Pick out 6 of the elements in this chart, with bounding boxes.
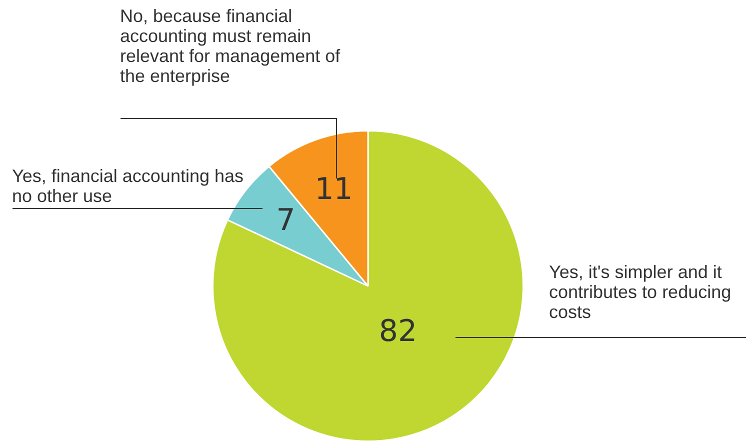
slice-label: Yes, it's simpler and it contributes to reducing costs bbox=[549, 262, 732, 322]
slice-label: Yes, financial accounting has no other use bbox=[12, 166, 244, 206]
data-label: 11 bbox=[314, 172, 353, 207]
data-label: 82 bbox=[378, 314, 418, 349]
slice-label: No, because financial accounting must remain relevant for management of the enterprise bbox=[120, 6, 342, 86]
data-label: 7 bbox=[276, 203, 296, 238]
